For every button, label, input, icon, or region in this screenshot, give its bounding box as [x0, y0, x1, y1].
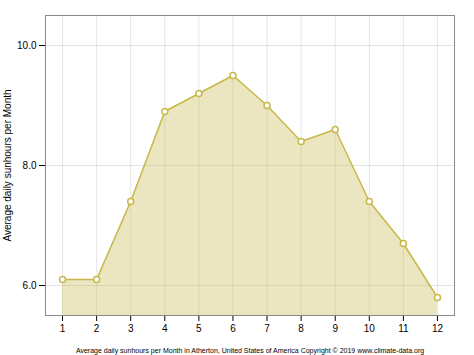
svg-text:10: 10: [364, 323, 376, 334]
svg-text:9: 9: [332, 323, 338, 334]
svg-text:8: 8: [298, 323, 304, 334]
svg-text:Average daily sunhours per Mon: Average daily sunhours per Month: [2, 89, 13, 241]
svg-text:Average daily sunhours per Mon: Average daily sunhours per Month in Athe…: [76, 347, 424, 355]
svg-text:8.0: 8.0: [23, 160, 37, 171]
svg-text:3: 3: [128, 323, 134, 334]
svg-text:4: 4: [162, 323, 168, 334]
svg-text:10.0: 10.0: [17, 40, 37, 51]
svg-text:6: 6: [230, 323, 236, 334]
svg-text:5: 5: [196, 323, 202, 334]
svg-text:1: 1: [60, 323, 66, 334]
svg-text:6.0: 6.0: [23, 280, 37, 291]
svg-text:12: 12: [432, 323, 444, 334]
svg-text:7: 7: [264, 323, 270, 334]
svg-text:11: 11: [398, 323, 409, 334]
svg-text:2: 2: [94, 323, 100, 334]
